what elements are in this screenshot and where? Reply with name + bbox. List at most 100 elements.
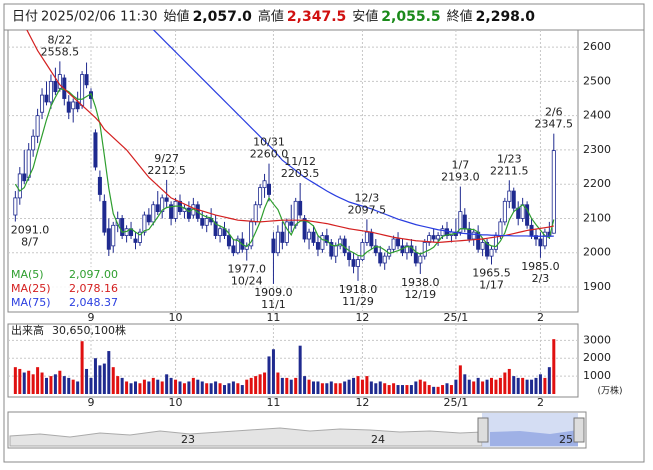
volume-bar <box>409 385 413 394</box>
candle-body <box>115 218 120 226</box>
annotation-value: 2211.5 <box>490 164 529 177</box>
legend-value: 2,078.16 <box>69 282 118 295</box>
volume-bar <box>494 379 498 394</box>
candle-body <box>13 197 18 216</box>
volume-bar <box>449 385 453 394</box>
legend-box <box>9 267 120 311</box>
volume-bar <box>254 376 258 394</box>
volume-bar <box>432 386 436 394</box>
volume-panel <box>7 323 579 398</box>
header-field-value: 2,057.0 <box>193 9 253 25</box>
volume-bar <box>45 377 48 394</box>
candle-body <box>275 231 280 254</box>
volume-bar <box>80 341 84 394</box>
header-field-label: 終値 <box>447 9 473 25</box>
volume-bar <box>276 372 280 394</box>
x-tick-label: 25/1 <box>444 396 469 409</box>
volume-bar <box>22 372 26 394</box>
candle-body <box>173 200 178 219</box>
volume-bar <box>160 381 164 394</box>
annotation-date: 9/27 <box>154 152 179 165</box>
volume-bar <box>360 379 364 394</box>
candle-body <box>396 238 401 247</box>
volume-bar <box>534 377 538 394</box>
candle-body <box>480 242 485 250</box>
header-field-label: 高値 <box>258 9 284 25</box>
y-tick-label: 2300 <box>583 143 611 156</box>
y-tick-label: 1900 <box>583 280 611 293</box>
volume-bar <box>223 385 226 394</box>
volume-bar <box>365 376 369 394</box>
annotation-value: 2260.0 <box>250 148 289 161</box>
candle-body <box>44 94 49 103</box>
volume-bar <box>85 368 89 394</box>
candle-body <box>17 173 22 199</box>
candle-body <box>302 218 307 240</box>
annotation-date: 8/7 <box>21 236 39 249</box>
volume-bar <box>463 374 467 394</box>
candle-body <box>284 221 289 243</box>
y-tick-label: 2400 <box>583 109 611 122</box>
volume-bar <box>441 385 445 394</box>
candle-body <box>40 94 45 113</box>
volume-bar <box>512 376 516 394</box>
header-field-value: 2,298.0 <box>476 9 536 25</box>
volume-bar <box>414 381 418 394</box>
candle-body <box>213 221 218 236</box>
volume-bar <box>191 377 195 394</box>
volume-bar <box>271 349 275 394</box>
candle-body <box>262 180 267 189</box>
volume-bar <box>530 379 534 394</box>
candle-body <box>440 228 445 236</box>
volume-bar <box>547 367 551 394</box>
volume-bar <box>76 381 80 394</box>
candle-body <box>235 238 240 254</box>
annotation-value: 1938.0 <box>401 276 440 289</box>
candle-body <box>218 228 223 236</box>
annotation-value: 1965.5 <box>472 267 511 280</box>
annotation-value: 2558.5 <box>41 45 80 58</box>
candle-body <box>249 221 254 247</box>
volume-bar <box>320 383 324 394</box>
candle-body <box>226 235 231 247</box>
annotation-date: 2/3 <box>532 272 550 285</box>
y-tick-label: 2500 <box>583 74 611 87</box>
volume-bar <box>454 379 458 394</box>
y-tick-label: 2200 <box>583 177 611 190</box>
volume-bar <box>343 381 347 394</box>
volume-bar <box>263 372 267 394</box>
candle-body <box>204 218 209 226</box>
volume-bar <box>134 381 137 394</box>
volume-bar <box>329 381 333 394</box>
navigator-handle[interactable] <box>477 417 489 443</box>
navigator-window-area <box>490 430 578 446</box>
ma-lines <box>14 30 555 257</box>
volume-bar <box>387 385 391 394</box>
candle-body <box>436 235 441 240</box>
volume-bar <box>36 367 40 394</box>
candle-body <box>364 231 369 243</box>
candle-body <box>120 218 125 236</box>
candle-body <box>80 74 85 106</box>
candle-body <box>186 207 191 219</box>
navigator-handle[interactable] <box>573 417 585 443</box>
candle-body <box>355 259 360 267</box>
navigator-label: 24 <box>371 433 385 446</box>
volume-bar <box>67 377 71 394</box>
candle-body <box>485 242 490 257</box>
candle-body <box>511 190 516 209</box>
volume-bar <box>383 383 387 394</box>
candle-body <box>26 149 31 178</box>
candle-body <box>271 238 276 254</box>
volume-bar <box>289 379 293 394</box>
volume-bar <box>280 377 284 394</box>
volume-bar <box>436 386 440 394</box>
volume-bar <box>196 379 200 394</box>
header-field-value: 2,347.5 <box>287 9 346 25</box>
volume-bar <box>307 379 311 394</box>
candle-body <box>160 197 165 213</box>
candle-body <box>311 231 316 243</box>
candle-body <box>534 235 539 240</box>
candle-body <box>133 238 138 243</box>
volume-bar <box>356 376 360 394</box>
